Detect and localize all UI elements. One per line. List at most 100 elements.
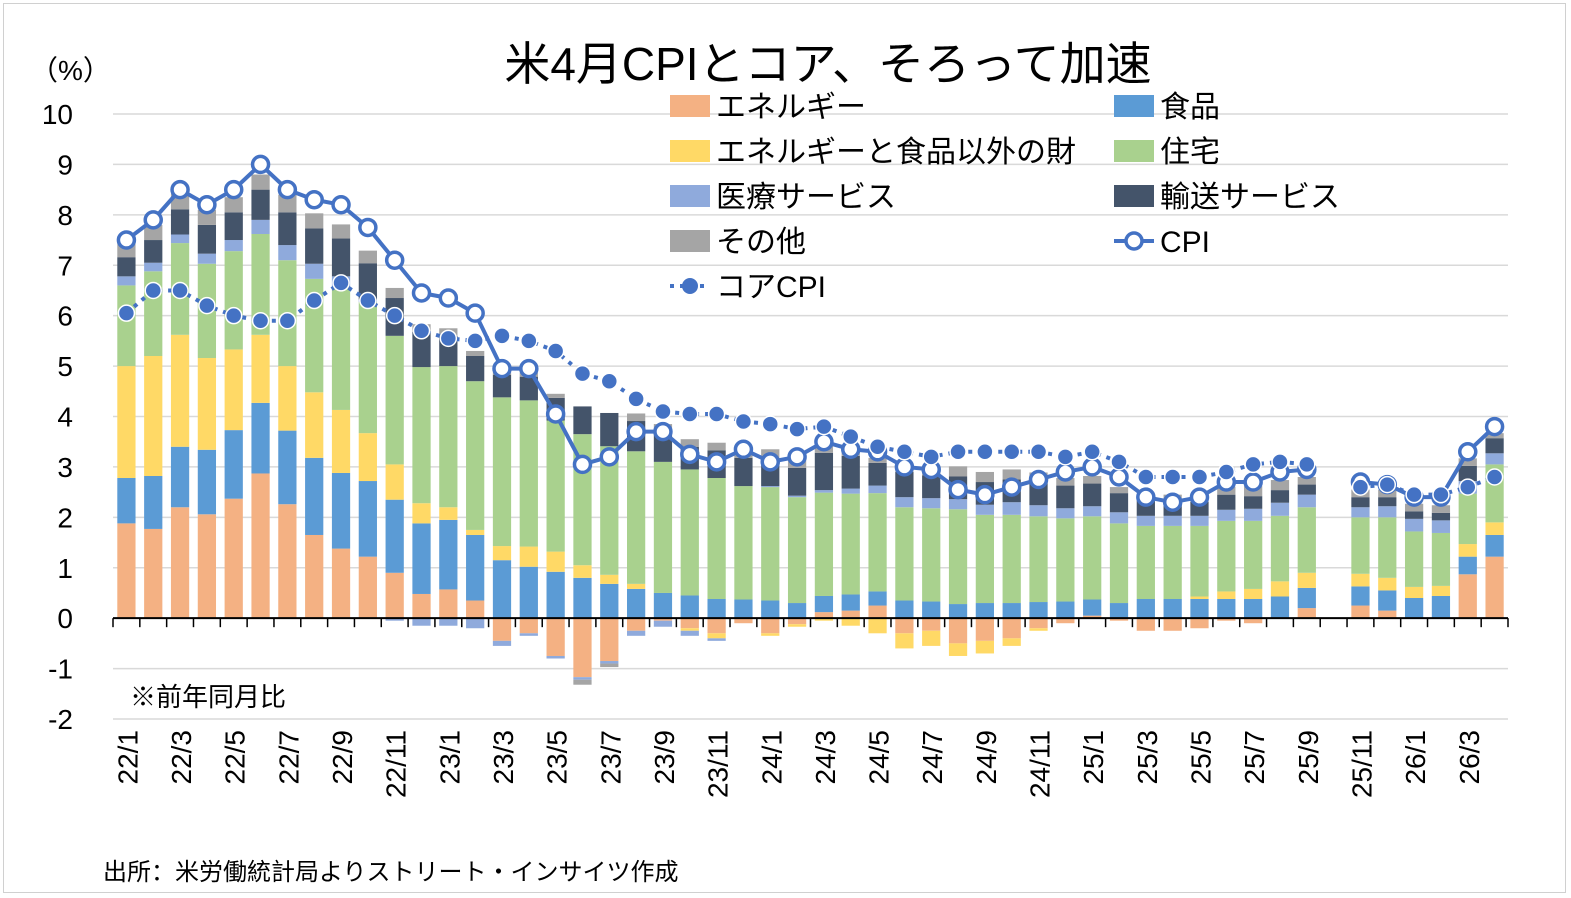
point-cpi (465, 303, 485, 323)
bar-segment-energy (1351, 605, 1370, 619)
bar-segment-shelter (1458, 493, 1477, 545)
bar-segment-core_goods (948, 643, 968, 656)
bar-segment-food (734, 599, 753, 619)
bar-segment-energy (1029, 618, 1048, 629)
bar-segment-medical (653, 620, 673, 627)
x-tick-label: 22/1 (112, 730, 143, 785)
bar-segment-transport (170, 209, 190, 235)
point-cpi (519, 358, 539, 379)
bar-segment-shelter (1378, 517, 1397, 578)
bar-segment-shelter (975, 514, 994, 604)
bar-segment-food (466, 534, 485, 601)
bar-segment-energy (1244, 618, 1263, 624)
bar-segment-shelter (1190, 525, 1209, 597)
legend-swatch-transport (1114, 185, 1154, 207)
bar-segment-transport (1244, 496, 1263, 509)
stacked-bars (117, 174, 1504, 685)
x-tick-label: 24/5 (864, 730, 895, 785)
bar-segment-core_goods (814, 618, 834, 621)
bar-segment-transport (466, 356, 485, 382)
point-core_cpi (278, 311, 297, 330)
bar-segment-transport (1109, 493, 1129, 513)
point-cpi (706, 452, 727, 472)
bar-segment-medical (1083, 506, 1102, 517)
bar-segment-transport (358, 263, 377, 300)
x-tick-label: 25/9 (1293, 730, 1324, 785)
bar-segment-medical (814, 490, 834, 493)
x-tick-label: 25/11 (1346, 730, 1377, 798)
bar-segment-food (144, 475, 163, 529)
bar-segment-transport (305, 228, 324, 264)
point-cpi (1136, 487, 1156, 507)
bar-segment-shelter (707, 478, 726, 600)
bar-segment-transport (278, 212, 297, 246)
y-tick-label: 9 (57, 149, 73, 180)
bar-segment-medical (1056, 508, 1075, 519)
x-axis-ticks: 22/1 22/3 22/5 22/7 22/9 22/11 23/1 23/3 23/5 23/… (112, 730, 1484, 798)
bar-segment-transport (197, 224, 217, 254)
bar-segment-transport (1270, 490, 1290, 503)
y-tick-label: 3 (57, 452, 73, 483)
bar-segment-core_goods (573, 565, 592, 578)
bar-segment-food (868, 591, 887, 606)
bar-segment-transport (1217, 494, 1236, 510)
point-core_cpi (1190, 468, 1209, 486)
bar-segment-shelter (1431, 532, 1451, 586)
point-core_cpi (815, 417, 833, 436)
bar-segment-medical (1378, 506, 1397, 518)
bar-segment-core_goods (1190, 596, 1209, 600)
bar-segment-food (1270, 596, 1290, 619)
bar-segment-shelter (1056, 518, 1075, 602)
bar-segment-medical (492, 640, 512, 646)
bar-segment-energy (1136, 618, 1155, 631)
bar-segment-core_goods (761, 633, 780, 636)
point-core_cpi (868, 438, 887, 456)
bar-segment-other (627, 413, 646, 422)
bar-segment-energy (1378, 610, 1397, 619)
bar-segment-shelter (1109, 523, 1129, 604)
bar-segment-medical (868, 485, 887, 494)
bar-segment-food (1136, 599, 1155, 619)
bar-segment-food (627, 588, 646, 619)
bar-segment-food (546, 571, 565, 619)
bar-segment-core_goods (412, 503, 431, 524)
bar-segment-core_goods (305, 392, 324, 458)
bar-segment-energy (922, 618, 941, 631)
bar-segment-energy (439, 589, 458, 619)
bar-segment-food (278, 430, 297, 505)
bar-segment-shelter (868, 493, 887, 592)
legend-label-core_goods: エネルギーと食品以外の財 (716, 136, 1076, 169)
bar-segment-energy (1056, 618, 1075, 624)
bar-segment-core_goods (680, 628, 699, 631)
bar-segment-other (1002, 469, 1021, 480)
bar-segment-transport (1351, 497, 1370, 508)
point-core_cpi (171, 281, 189, 300)
bar-segment-energy (573, 618, 592, 678)
point-cpi (894, 457, 915, 477)
bar-segment-energy (1217, 618, 1236, 621)
point-cpi (975, 484, 995, 505)
bar-segment-food (439, 519, 458, 590)
point-core_cpi (305, 291, 323, 310)
x-tick-label: 24/9 (971, 730, 1002, 785)
bar-segment-transport (734, 457, 753, 487)
point-cpi (626, 421, 646, 442)
point-cpi (170, 179, 190, 200)
bar-segment-medical (1404, 518, 1424, 532)
bar-segment-food (895, 600, 914, 619)
bar-segment-food (412, 523, 431, 594)
bar-segment-energy (707, 618, 726, 634)
bar-segment-core_goods (251, 334, 270, 403)
legend-marker-core_cpi (682, 278, 698, 294)
point-cpi (1055, 462, 1076, 482)
point-cpi (223, 179, 244, 200)
bar-segment-core_goods (224, 349, 243, 431)
bar-segment-energy (519, 618, 538, 634)
bar-segment-medical (680, 630, 699, 636)
point-core_cpi (922, 448, 940, 466)
bar-segment-other (680, 439, 699, 447)
bar-segment-shelter (1270, 515, 1290, 582)
bar-segment-energy (305, 534, 324, 619)
